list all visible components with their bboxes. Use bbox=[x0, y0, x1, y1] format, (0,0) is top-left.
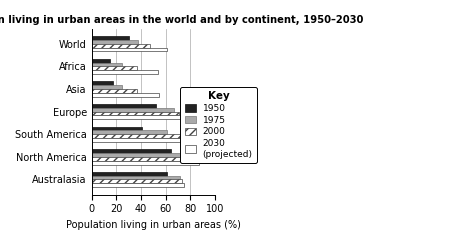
Bar bbox=[91, 172, 167, 176]
Bar bbox=[91, 149, 171, 153]
Bar bbox=[91, 85, 122, 89]
Bar bbox=[91, 127, 142, 130]
Bar bbox=[91, 161, 199, 165]
Bar bbox=[91, 48, 167, 51]
Bar bbox=[91, 115, 191, 119]
Bar bbox=[91, 153, 183, 157]
Bar bbox=[91, 62, 122, 66]
Bar bbox=[91, 66, 137, 70]
Bar bbox=[91, 176, 181, 180]
Bar bbox=[91, 89, 137, 93]
Bar bbox=[91, 138, 198, 142]
Bar bbox=[91, 104, 156, 108]
X-axis label: Population living in urban areas (%): Population living in urban areas (%) bbox=[66, 220, 241, 230]
Bar bbox=[91, 70, 158, 74]
Bar bbox=[91, 40, 138, 44]
Bar bbox=[91, 44, 150, 48]
Bar bbox=[91, 130, 167, 134]
Bar bbox=[91, 112, 179, 115]
Bar bbox=[91, 183, 184, 187]
Bar bbox=[91, 134, 185, 138]
Title: Population living in urban areas in the world and by continent, 1950–2030: Population living in urban areas in the … bbox=[0, 15, 363, 25]
Bar bbox=[91, 36, 128, 40]
Bar bbox=[91, 93, 159, 97]
Legend: 1950, 1975, 2000, 2030
(projected): 1950, 1975, 2000, 2030 (projected) bbox=[180, 87, 257, 163]
Bar bbox=[91, 81, 112, 85]
Bar bbox=[91, 108, 174, 112]
Bar bbox=[91, 157, 190, 161]
Bar bbox=[91, 59, 110, 62]
Bar bbox=[91, 180, 182, 183]
